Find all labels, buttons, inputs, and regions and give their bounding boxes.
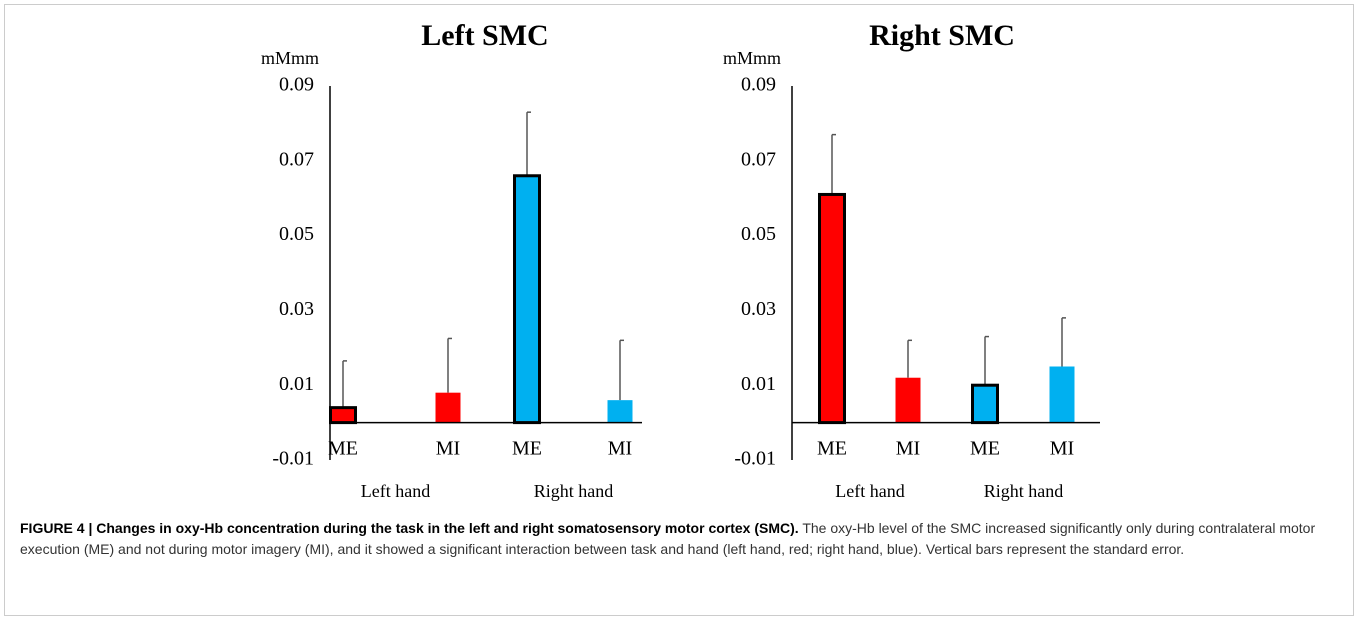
group-label: Left hand (835, 481, 904, 501)
x-tick-label: ME (328, 438, 358, 460)
bar (329, 406, 357, 425)
chart-title: Left SMC (421, 19, 548, 52)
caption-text: The oxy-Hb level of the SMC increased si… (20, 520, 1316, 557)
y-tick-label: 0.07 (279, 148, 314, 170)
chart: Left SMC mMmm -0.01 0.01 0.03 0.05 0.07 0.09 ME M… (261, 19, 1100, 501)
group-label: Left hand (361, 481, 430, 501)
caption: FIGURE 4 | Changes in oxy-Hb concentrati… (20, 518, 1340, 560)
figure-frame (4, 4, 1354, 616)
y-tick-label: 0.03 (279, 298, 314, 320)
bar (607, 400, 633, 423)
y-unit: mMmm (261, 48, 319, 68)
group-label: Right hand (984, 481, 1064, 501)
bar (513, 174, 541, 425)
chart-title: Right SMC (869, 19, 1015, 52)
y-tick-label: 0.09 (279, 74, 314, 96)
x-tick-label: ME (512, 438, 542, 460)
group-label: Right hand (534, 481, 614, 501)
y-tick-label: 0.05 (741, 223, 776, 245)
y-tick-label: 0.05 (279, 223, 314, 245)
bar (818, 192, 846, 425)
bar (895, 377, 921, 423)
bar (1049, 366, 1075, 423)
x-tick-label: ME (817, 438, 847, 460)
x-tick-label: MI (1050, 438, 1074, 460)
y-tick-label: 0.03 (741, 298, 776, 320)
caption-label: FIGURE 4 | Changes in oxy-Hb concentrati… (20, 520, 799, 536)
y-tick-label: 0.01 (279, 373, 314, 395)
bar (435, 392, 461, 423)
x-tick-label: MI (436, 438, 460, 460)
x-tick-label: ME (970, 438, 1000, 460)
y-tick-label: 0.09 (741, 74, 776, 96)
x-tick-label: MI (896, 438, 920, 460)
bar (971, 383, 999, 425)
y-tick-label: -0.01 (734, 448, 776, 470)
y-unit: mMmm (723, 48, 781, 68)
y-tick-label: 0.01 (741, 373, 776, 395)
x-tick-label: MI (608, 438, 632, 460)
y-tick-label: 0.07 (741, 148, 776, 170)
y-tick-label: -0.01 (272, 448, 314, 470)
